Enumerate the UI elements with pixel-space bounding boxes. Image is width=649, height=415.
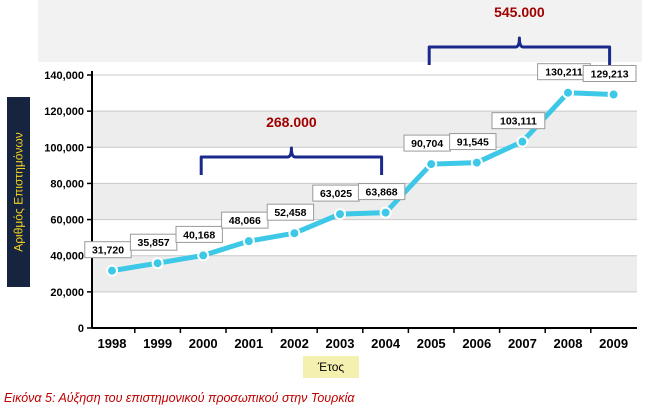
data-label-box (449, 133, 497, 151)
annotation-label: 268.000 (266, 114, 317, 130)
data-point (516, 135, 529, 148)
figure-caption: Εικόνα 5: Αύξηση του επιστημονικού προσω… (4, 391, 355, 405)
y-tick-label: 80,000 (50, 178, 84, 190)
y-axis-title-text: Αριθμός Επιστημόνων (12, 132, 26, 252)
y-tick-label: 140,000 (44, 70, 84, 82)
data-label: 63,025 (320, 188, 352, 200)
data-point (425, 158, 438, 171)
data-point (607, 88, 620, 101)
x-tick-label: 2002 (280, 336, 309, 351)
x-tick-label: 2009 (599, 336, 628, 351)
y-tick-label: 40,000 (50, 251, 84, 263)
plot-band (92, 147, 637, 184)
data-label: 103,111 (500, 116, 537, 128)
data-point (562, 86, 574, 99)
data-label: 90,704 (411, 138, 443, 150)
x-axis-ticks: 1998 1999 2000 2001 2002 2003 2004 2005 2006 2007… (98, 328, 628, 351)
x-tick-label: 2001 (234, 336, 263, 351)
data-label: 40,168 (183, 229, 215, 241)
data-label: 130,211 (545, 67, 583, 79)
data-label: 48,066 (229, 215, 261, 227)
x-axis-title: Έτος (303, 356, 359, 378)
series-line (109, 90, 617, 274)
x-tick-label: 2004 (371, 336, 401, 351)
x-tick-label: 2005 (417, 336, 446, 351)
plot-bands (92, 74, 637, 329)
y-tick-label: 0 (78, 323, 84, 335)
top-panel (38, 0, 642, 62)
data-label-box (357, 183, 406, 201)
annotation-brace (199, 146, 384, 175)
y-tick-label: 100,000 (44, 142, 84, 154)
x-tick-label: 2003 (326, 336, 355, 351)
annotation-label: 545.000 (494, 4, 545, 20)
data-point (334, 208, 346, 221)
annotation-brace (427, 36, 612, 65)
data-label: 129,213 (591, 68, 629, 80)
data-label: 52,458 (274, 207, 306, 219)
x-tick-label: 1999 (143, 336, 172, 351)
plot-band (92, 75, 637, 112)
plot-band (92, 255, 637, 292)
data-label: 35,857 (138, 237, 170, 249)
x-axis-title-text: Έτος (317, 360, 345, 374)
data-label: 63,868 (366, 187, 398, 199)
y-axis-ticks: 0 20,000 40,000 60,000 80,000 100,000 120,000 1… (44, 70, 92, 335)
x-tick-label: 2007 (508, 336, 537, 351)
data-point (288, 227, 301, 240)
plot-band (92, 111, 637, 148)
x-tick-label: 2000 (189, 336, 218, 351)
data-label: 91,545 (457, 137, 489, 149)
plot-frame (91, 71, 637, 329)
data-point (197, 249, 210, 262)
x-tick-label: 2008 (554, 336, 583, 351)
y-tick-label: 20,000 (50, 287, 84, 299)
data-labels: 31,720 35,857 40,168 48,066 52,458 63,025 63,8… (84, 63, 637, 259)
data-point (379, 206, 392, 219)
y-axis-title: Αριθμός Επιστημόνων (7, 97, 30, 287)
data-label-box (582, 64, 637, 82)
data-point (106, 264, 118, 277)
y-tick-label: 60,000 (50, 215, 84, 227)
data-label-box (175, 225, 223, 243)
data-label: 31,720 (92, 245, 124, 257)
data-label-box (491, 112, 546, 130)
annotation-braces: 268.000 545.000 (199, 4, 612, 175)
series-line-path (109, 90, 617, 274)
data-point (151, 257, 164, 270)
x-tick-label: 1998 (98, 336, 127, 351)
y-tick-label: 120,000 (44, 106, 84, 118)
x-tick-label: 2006 (462, 336, 491, 351)
plot-band (92, 291, 637, 328)
series-points (106, 86, 620, 277)
data-point (470, 156, 483, 169)
data-label-box (266, 203, 315, 221)
data-point (242, 235, 255, 248)
